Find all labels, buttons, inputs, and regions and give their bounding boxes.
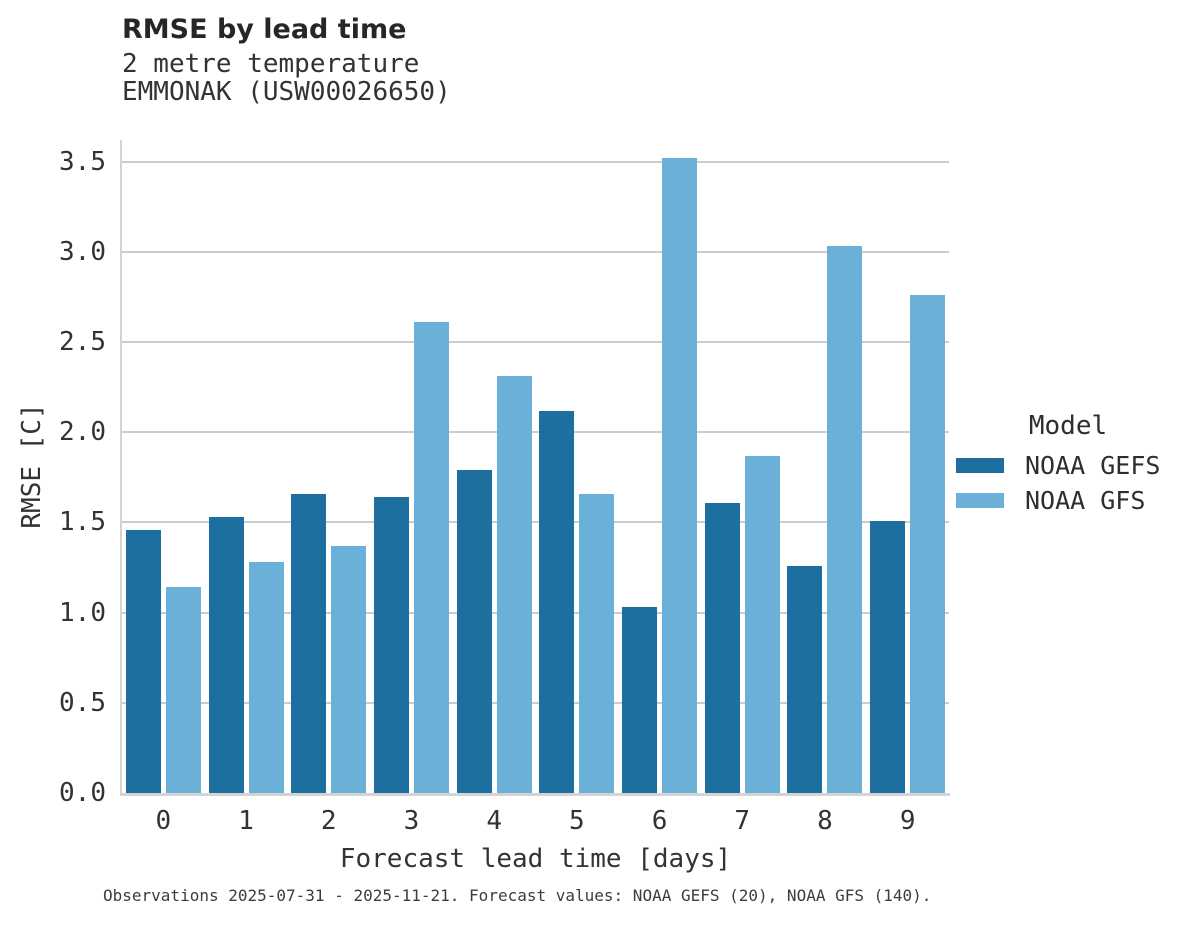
x-tick-label: 8 bbox=[817, 806, 833, 836]
x-axis-label: Forecast lead time [days] bbox=[339, 844, 732, 874]
y-tick-label: 2.0 bbox=[59, 417, 106, 448]
bar-noaa-gfs-lead-1 bbox=[248, 562, 284, 793]
y-tick-label: 2.5 bbox=[59, 327, 106, 358]
bar-noaa-gfs-lead-3 bbox=[413, 322, 449, 793]
bar-noaa-gefs-lead-2 bbox=[291, 493, 327, 793]
bar-noaa-gefs-lead-0 bbox=[125, 529, 161, 793]
bar-noaa-gfs-lead-6 bbox=[662, 158, 698, 793]
gridline bbox=[122, 250, 949, 253]
bar-noaa-gefs-lead-8 bbox=[787, 565, 823, 793]
y-axis-label: RMSE [C] bbox=[17, 403, 47, 529]
y-tick-label: 0.5 bbox=[59, 687, 106, 718]
gridline bbox=[122, 701, 949, 704]
y-tick-label: 3.5 bbox=[59, 146, 106, 177]
bar-noaa-gfs-lead-7 bbox=[744, 455, 780, 793]
bar-noaa-gfs-lead-2 bbox=[331, 545, 367, 793]
plot-area bbox=[122, 140, 949, 793]
gridline bbox=[122, 431, 949, 434]
bar-noaa-gefs-lead-3 bbox=[373, 497, 409, 793]
chart-subtitle-variable: 2 metre temperature bbox=[122, 49, 420, 79]
bar-noaa-gefs-lead-9 bbox=[870, 520, 906, 793]
y-axis-spine bbox=[120, 140, 122, 795]
legend-label: NOAA GEFS bbox=[1025, 450, 1161, 480]
x-tick-label: 9 bbox=[899, 806, 916, 836]
chart-title: RMSE by lead time bbox=[122, 14, 407, 45]
legend-swatch-icon bbox=[956, 492, 1004, 508]
bar-noaa-gfs-lead-9 bbox=[910, 295, 946, 793]
footer-note: Observations 2025-07-31 - 2025-11-21. Fo… bbox=[103, 886, 932, 905]
bar-noaa-gefs-lead-7 bbox=[704, 502, 740, 793]
gridline bbox=[122, 341, 949, 344]
x-tick-label: 6 bbox=[651, 806, 668, 836]
x-axis-spine bbox=[120, 793, 950, 796]
x-tick-label: 1 bbox=[238, 806, 254, 836]
x-tick-label: 7 bbox=[734, 806, 751, 836]
gridline bbox=[122, 611, 949, 614]
bar-noaa-gefs-lead-5 bbox=[539, 410, 575, 793]
gridline bbox=[122, 160, 949, 163]
legend-entries: NOAA GEFS NOAA GFS bbox=[956, 450, 1180, 515]
gridline bbox=[122, 521, 949, 524]
y-tick-label: 1.0 bbox=[59, 597, 106, 628]
chart-subtitle-station: EMMONAK (USW00026650) bbox=[122, 77, 451, 107]
bar-noaa-gefs-lead-1 bbox=[208, 517, 244, 793]
bar-noaa-gefs-lead-4 bbox=[456, 470, 492, 793]
x-tick-label: 3 bbox=[403, 806, 420, 836]
bar-noaa-gfs-lead-5 bbox=[579, 493, 615, 793]
bar-noaa-gfs-lead-4 bbox=[496, 376, 532, 793]
x-tick-label: 4 bbox=[486, 806, 502, 836]
legend-entry: NOAA GEFS bbox=[956, 450, 1180, 480]
bar-noaa-gfs-lead-8 bbox=[827, 246, 863, 793]
legend-entry: NOAA GFS bbox=[956, 485, 1180, 515]
y-tick-label: 1.5 bbox=[59, 507, 106, 538]
y-tick-label: 3.0 bbox=[59, 236, 106, 267]
y-tick-label: 0.0 bbox=[59, 778, 106, 808]
x-tick-label: 5 bbox=[569, 806, 585, 836]
legend-label: NOAA GFS bbox=[1025, 485, 1146, 515]
legend-title: Model bbox=[1028, 411, 1108, 441]
x-tick-label: 0 bbox=[155, 806, 172, 836]
x-tick-label: 2 bbox=[320, 806, 337, 836]
bar-noaa-gfs-lead-0 bbox=[165, 587, 201, 793]
legend: Model NOAA GEFS NOAA GFS bbox=[956, 411, 1180, 523]
bar-noaa-gefs-lead-6 bbox=[622, 607, 658, 793]
legend-swatch-icon bbox=[956, 457, 1004, 473]
